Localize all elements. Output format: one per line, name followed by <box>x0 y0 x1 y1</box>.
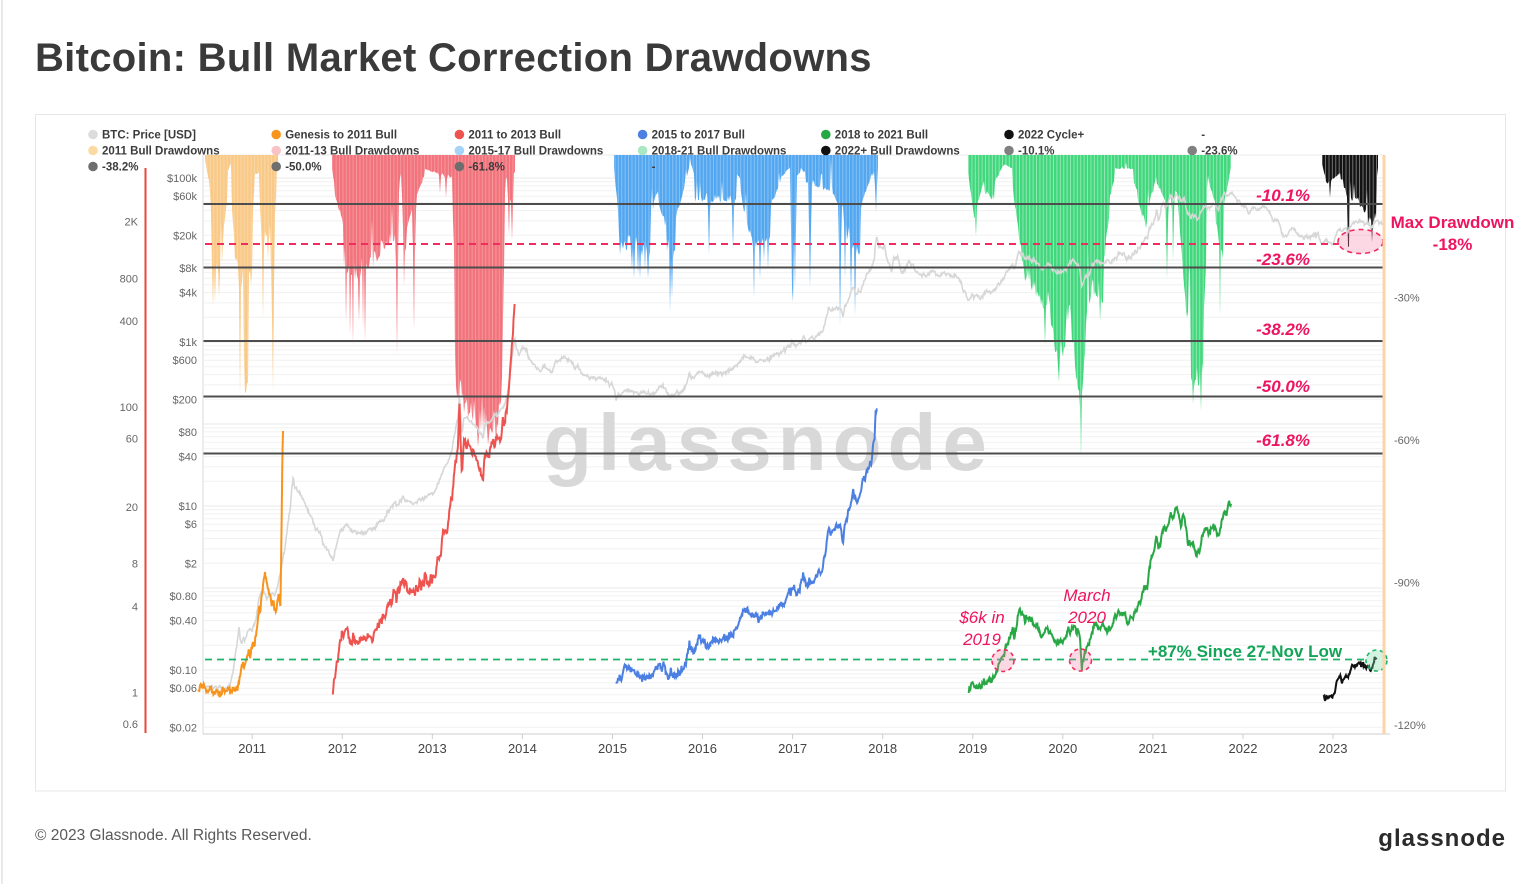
svg-text:-60%: -60% <box>1394 435 1420 447</box>
svg-text:4: 4 <box>132 601 138 613</box>
svg-text:$8k: $8k <box>179 263 197 275</box>
svg-text:2015: 2015 <box>598 741 627 756</box>
svg-text:March: March <box>1063 586 1110 605</box>
svg-text:-18%: -18% <box>1433 235 1473 254</box>
svg-text:$2: $2 <box>185 558 197 570</box>
svg-text:$0.02: $0.02 <box>169 722 197 734</box>
svg-text:$40: $40 <box>179 452 197 464</box>
svg-text:2018-21 Bull Drawdowns: 2018-21 Bull Drawdowns <box>652 146 787 158</box>
svg-text:-10.1%: -10.1% <box>1256 186 1310 205</box>
svg-text:800: 800 <box>120 273 138 285</box>
svg-text:2020: 2020 <box>1067 608 1106 627</box>
svg-text:-61.8%: -61.8% <box>1256 431 1310 450</box>
svg-text:-61.8%: -61.8% <box>468 162 504 174</box>
svg-text:2012: 2012 <box>328 741 357 756</box>
svg-text:-50.0%: -50.0% <box>285 162 321 174</box>
svg-text:2015-17 Bull Drawdowns: 2015-17 Bull Drawdowns <box>468 146 603 158</box>
svg-text:$0.80: $0.80 <box>169 591 197 603</box>
svg-text:60: 60 <box>126 434 138 446</box>
svg-text:2016: 2016 <box>688 741 717 756</box>
svg-text:-10.1%: -10.1% <box>1018 146 1054 158</box>
svg-text:-23.6%: -23.6% <box>1256 250 1310 269</box>
svg-text:2022 Cycle+: 2022 Cycle+ <box>1018 130 1084 142</box>
svg-text:Max Drawdown: Max Drawdown <box>1391 213 1515 232</box>
svg-text:-38.2%: -38.2% <box>102 162 138 174</box>
svg-text:2021: 2021 <box>1138 741 1167 756</box>
svg-text:$0.06: $0.06 <box>169 683 197 695</box>
svg-text:$20k: $20k <box>173 230 197 242</box>
svg-text:2011 to 2013 Bull: 2011 to 2013 Bull <box>468 130 561 142</box>
svg-text:+87% Since 27-Nov Low: +87% Since 27-Nov Low <box>1148 642 1343 661</box>
svg-text:$1k: $1k <box>179 337 197 349</box>
svg-text:2018 to 2021 Bull: 2018 to 2021 Bull <box>835 130 928 142</box>
svg-text:2011 Bull Drawdowns: 2011 Bull Drawdowns <box>102 146 220 158</box>
svg-text:2011: 2011 <box>238 741 266 756</box>
svg-text:© 2023 Glassnode. All Rights R: © 2023 Glassnode. All Rights Reserved. <box>35 827 312 844</box>
svg-text:2015 to 2017 Bull: 2015 to 2017 Bull <box>652 130 745 142</box>
svg-text:2014: 2014 <box>508 741 537 756</box>
svg-text:$10: $10 <box>179 501 197 513</box>
svg-text:2019: 2019 <box>958 741 987 756</box>
svg-text:400: 400 <box>120 316 138 328</box>
svg-text:$80: $80 <box>179 427 197 439</box>
svg-text:Genesis to 2011 Bull: Genesis to 2011 Bull <box>285 130 397 142</box>
svg-text:-: - <box>652 162 656 174</box>
svg-text:BTC: Price [USD]: BTC: Price [USD] <box>102 130 196 142</box>
svg-text:Bitcoin: Bull Market Correctio: Bitcoin: Bull Market Correction Drawdown… <box>35 36 872 80</box>
svg-text:$600: $600 <box>173 355 197 367</box>
svg-text:2023: 2023 <box>1319 741 1348 756</box>
svg-text:$60k: $60k <box>173 191 197 203</box>
svg-text:-38.2%: -38.2% <box>1256 320 1310 339</box>
svg-text:2017: 2017 <box>778 741 807 756</box>
svg-text:2020: 2020 <box>1048 741 1077 756</box>
svg-text:$4k: $4k <box>179 288 197 300</box>
svg-text:$0.40: $0.40 <box>169 616 197 628</box>
svg-text:2011-13 Bull Drawdowns: 2011-13 Bull Drawdowns <box>285 146 419 158</box>
svg-text:8: 8 <box>132 559 138 571</box>
svg-text:2013: 2013 <box>418 741 447 756</box>
svg-text:$6k in: $6k in <box>958 608 1004 627</box>
svg-text:0.6: 0.6 <box>123 719 138 731</box>
svg-text:glassnode: glassnode <box>1378 825 1506 852</box>
svg-text:-: - <box>1201 130 1205 142</box>
svg-text:$0.10: $0.10 <box>169 665 197 677</box>
svg-text:2K: 2K <box>125 217 139 229</box>
svg-text:$6: $6 <box>185 519 197 531</box>
svg-text:20: 20 <box>126 502 138 514</box>
svg-text:glassnode: glassnode <box>543 398 993 487</box>
svg-text:-23.6%: -23.6% <box>1201 146 1237 158</box>
svg-text:2018: 2018 <box>868 741 897 756</box>
svg-text:2022+ Bull Drawdowns: 2022+ Bull Drawdowns <box>835 146 960 158</box>
svg-text:$200: $200 <box>173 394 197 406</box>
svg-text:-90%: -90% <box>1394 578 1420 590</box>
svg-text:2022: 2022 <box>1229 741 1258 756</box>
svg-text:-120%: -120% <box>1394 720 1426 732</box>
svg-text:2019: 2019 <box>962 630 1001 649</box>
svg-text:$100k: $100k <box>167 173 197 185</box>
svg-text:-50.0%: -50.0% <box>1256 377 1310 396</box>
svg-text:100: 100 <box>120 402 138 414</box>
svg-text:1: 1 <box>132 687 138 699</box>
svg-text:-30%: -30% <box>1394 293 1420 305</box>
